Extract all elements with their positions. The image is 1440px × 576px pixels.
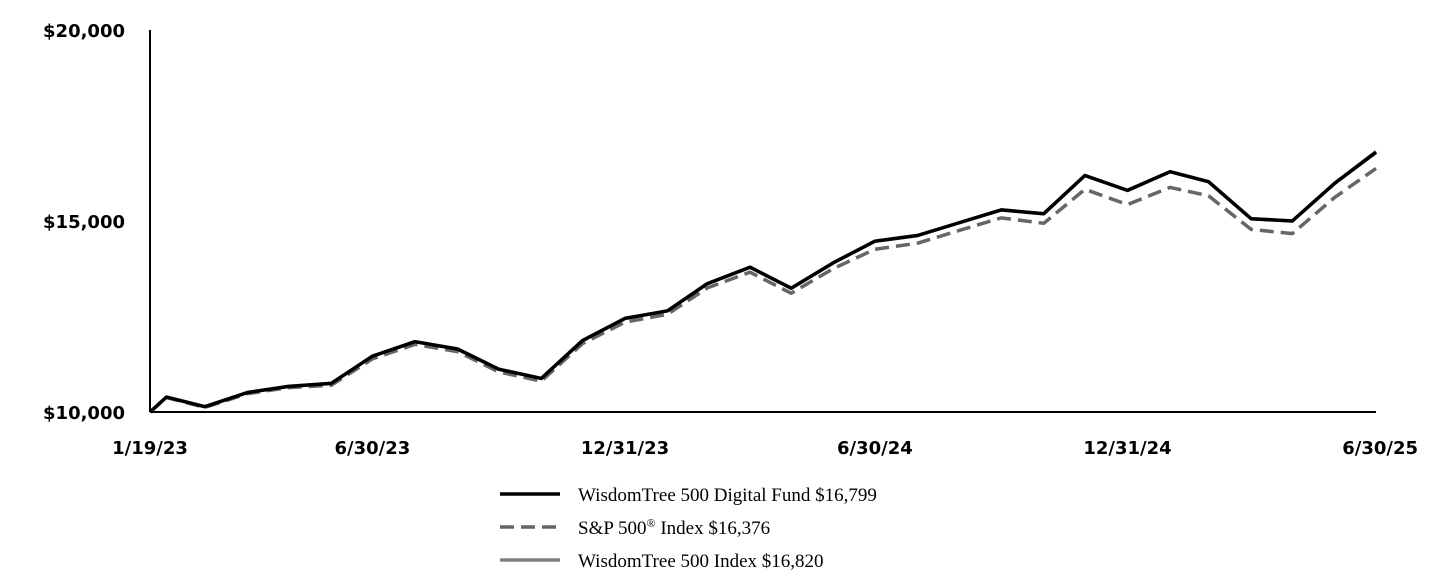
x-tick-label: 12/31/23 [581, 438, 669, 459]
legend: WisdomTree 500 Digital Fund $16,799 S&P … [500, 485, 877, 572]
y-axis-labels: $10,000 $15,000 $20,000 [43, 21, 125, 424]
x-axis-labels: 1/19/23 6/30/23 12/31/23 6/30/24 12/31/24 6/3… [112, 438, 1418, 459]
y-tick-label: $20,000 [43, 21, 125, 42]
x-tick-label: 1/19/23 [112, 438, 188, 459]
legend-label-sp500-sup: ® [646, 516, 655, 530]
legend-entry-sp500: S&P 500® Index $16,376 [500, 516, 770, 539]
legend-entry-index: WisdomTree 500 Index $16,820 [500, 551, 824, 572]
x-tick-label: 6/30/23 [335, 438, 411, 459]
legend-label-digital-fund: WisdomTree 500 Digital Fund $16,799 [578, 485, 877, 506]
legend-label-sp500-suffix: Index $16,376 [656, 518, 771, 539]
legend-entry-digital-fund: WisdomTree 500 Digital Fund $16,799 [500, 485, 877, 506]
y-tick-label: $15,000 [43, 212, 125, 233]
legend-label-sp500: S&P 500® Index $16,376 [578, 516, 770, 539]
legend-label-index: WisdomTree 500 Index $16,820 [578, 551, 824, 572]
series-line-0 [148, 150, 1378, 414]
x-tick-label: 6/30/25 [1342, 438, 1418, 459]
series-lines [148, 150, 1378, 414]
y-tick-label: $10,000 [43, 403, 125, 424]
series-line-1 [148, 166, 1378, 414]
x-tick-label: 12/31/24 [1083, 438, 1171, 459]
x-tick-label: 6/30/24 [837, 438, 913, 459]
legend-label-sp500-name: S&P 500 [578, 518, 646, 539]
